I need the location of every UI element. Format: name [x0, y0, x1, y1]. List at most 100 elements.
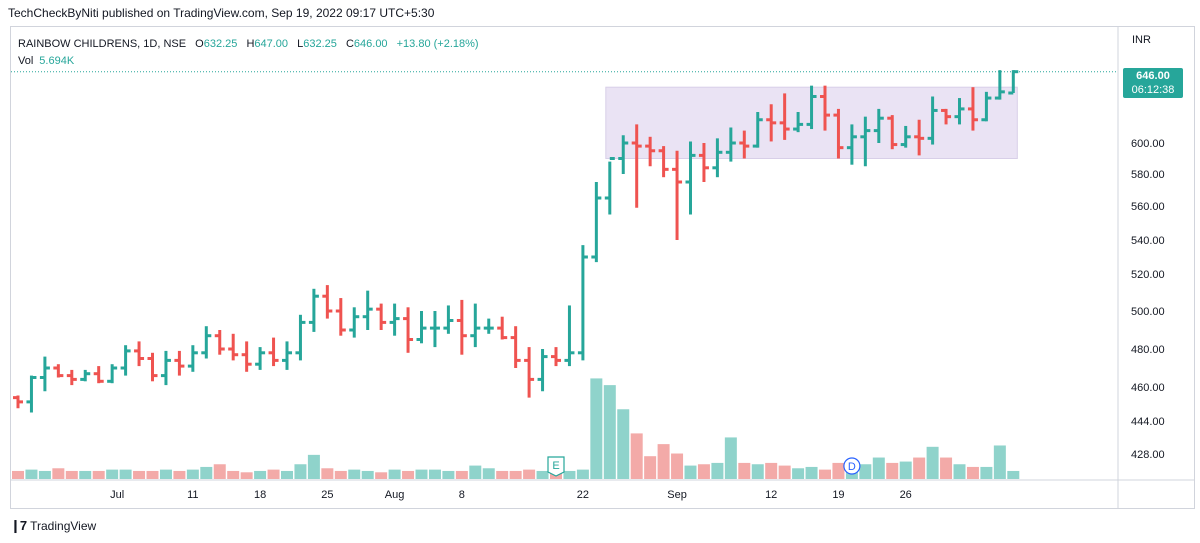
ohlc-bar — [349, 307, 360, 338]
y-tick-label: 540.00 — [1131, 235, 1165, 247]
volume-bar — [348, 469, 361, 479]
ohlc-bar — [295, 314, 306, 361]
ohlc-bar — [255, 347, 266, 370]
volume-bar — [859, 464, 872, 479]
volume-bar — [38, 470, 51, 479]
open-label: O — [195, 38, 204, 50]
ohlc-bar — [335, 298, 346, 336]
volume-bar — [778, 465, 791, 479]
ohlc-bar — [134, 341, 145, 367]
ohlc-bar — [685, 141, 696, 215]
volume-legend: Vol 5.694K — [18, 55, 74, 67]
volume-bar — [792, 468, 805, 479]
y-tick-label: 580.00 — [1131, 169, 1165, 181]
ohlc-bar — [860, 116, 871, 167]
volume-bar — [79, 470, 92, 479]
ohlc-bar — [645, 136, 656, 167]
volume-bar — [765, 462, 778, 479]
volume-bar — [832, 462, 845, 479]
symbol-label[interactable]: RAINBOW CHILDRENS, 1D, NSE — [18, 38, 187, 50]
ohlc-bar — [551, 347, 561, 367]
ohlc-bar — [483, 318, 494, 334]
change-value: +13.80 (+2.18%) — [396, 38, 479, 50]
ohlc-bar — [80, 369, 91, 382]
ohlc-bar — [456, 299, 467, 355]
y-tick-label: 520.00 — [1131, 269, 1165, 281]
volume-bar — [254, 470, 267, 479]
volume-bar — [738, 462, 751, 479]
x-tick-label: 12 — [765, 489, 777, 501]
ohlc-bar — [725, 127, 736, 162]
y-tick-label: 600.00 — [1131, 138, 1165, 150]
ohlc-bar — [846, 124, 857, 165]
volume-bar — [119, 469, 132, 479]
volume-bar — [536, 470, 549, 479]
volume-bar — [953, 464, 966, 479]
volume-bar — [496, 470, 509, 479]
volume-bar — [751, 464, 764, 479]
ohlc-bar — [739, 130, 750, 159]
ohlc-bar — [174, 350, 185, 376]
y-tick-label: 460.00 — [1131, 382, 1165, 394]
volume-bar — [644, 456, 657, 479]
volume-bar — [482, 468, 495, 479]
volume-bar — [92, 470, 105, 479]
y-tick-label: 480.00 — [1131, 344, 1165, 356]
ohlc-bar — [282, 341, 292, 370]
volume-bar — [307, 454, 320, 479]
y-tick-label: 500.00 — [1131, 306, 1165, 318]
x-tick-label: 22 — [577, 489, 589, 501]
volume-bar — [523, 469, 536, 479]
volume-bar — [415, 469, 428, 479]
ohlc-bar — [66, 369, 77, 386]
ohlc-bar — [954, 98, 965, 125]
last-price-tag: 646.00 06:12:38 — [1123, 68, 1183, 98]
close-label: C — [345, 38, 354, 50]
x-tick-label: Jul — [110, 489, 124, 501]
ohlc-bar — [766, 104, 777, 142]
ohlc-bar — [241, 341, 252, 372]
ohlc-bar — [160, 350, 171, 386]
ohlc-bar — [887, 115, 898, 150]
volume-bar — [711, 462, 724, 479]
open-value: 632.25 — [203, 38, 238, 50]
dividend-marker-label: D — [848, 461, 856, 473]
ohlc-bar — [873, 108, 884, 143]
ohlc-bar — [120, 345, 131, 376]
chart-legend: RAINBOW CHILDRENS, 1D, NSE O632.25 H647.… — [18, 38, 479, 50]
x-tick-label: 11 — [187, 489, 198, 501]
volume-bar — [321, 468, 334, 479]
volume-bar — [25, 469, 38, 479]
tradingview-logo[interactable]: ❙7 TradingView — [10, 518, 96, 534]
volume-bar — [980, 466, 993, 479]
volume-bar — [133, 470, 146, 479]
ohlc-bar — [914, 119, 925, 156]
vol-label: Vol — [18, 55, 34, 67]
volume-bar — [469, 465, 482, 479]
x-tick-label: Aug — [385, 489, 405, 501]
volume-bar — [603, 385, 616, 479]
ohlc-bar — [712, 138, 723, 178]
volume-bar — [697, 464, 710, 479]
ohlc-bar — [604, 157, 615, 215]
volume-bar — [402, 470, 415, 479]
volume-bar — [899, 461, 912, 479]
ohlc-bar — [201, 326, 212, 359]
close-value: 646.00 — [353, 38, 388, 50]
x-tick-label: 25 — [321, 489, 333, 501]
volume-bar — [65, 470, 78, 479]
ohlc-bar — [981, 91, 992, 122]
x-tick-label: 8 — [459, 489, 465, 501]
volume-bar — [926, 446, 939, 479]
volume-bar — [684, 465, 697, 479]
ohlc-bar — [537, 349, 548, 392]
ohlc-bar — [107, 364, 118, 384]
volume-bar — [159, 469, 172, 479]
ohlc-bar — [900, 125, 911, 148]
ohlc-bar — [577, 245, 588, 361]
ohlc-bar — [927, 96, 938, 145]
volume-bar — [509, 470, 522, 479]
currency-label[interactable]: INR — [1132, 34, 1151, 46]
volume-bar — [227, 470, 240, 479]
